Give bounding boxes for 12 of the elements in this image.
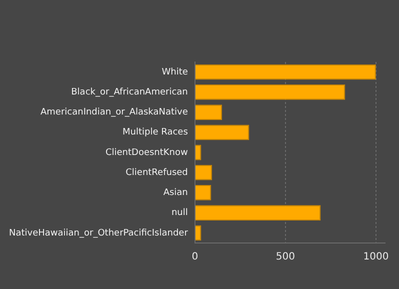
y-tick-label: Multiple Races bbox=[122, 128, 188, 138]
y-tick-label: Black_or_AfricanAmerican bbox=[71, 88, 188, 98]
y-tick-label: null bbox=[171, 208, 188, 218]
y-tick-label: ClientRefused bbox=[126, 168, 188, 178]
y-tick-label: AmericanIndian_or_AlaskaNative bbox=[40, 108, 188, 118]
x-tick-label: 1000 bbox=[363, 252, 389, 263]
y-tick-label: Asian bbox=[163, 188, 188, 198]
x-tick-label: 500 bbox=[276, 252, 295, 263]
y-tick-label: White bbox=[162, 67, 188, 78]
x-tick-label: 0 bbox=[192, 252, 198, 263]
y-tick-label: NativeHawaiian_or_OtherPacificIslander bbox=[8, 228, 188, 238]
y-tick-label: ClientDoesntKnow bbox=[105, 148, 188, 158]
